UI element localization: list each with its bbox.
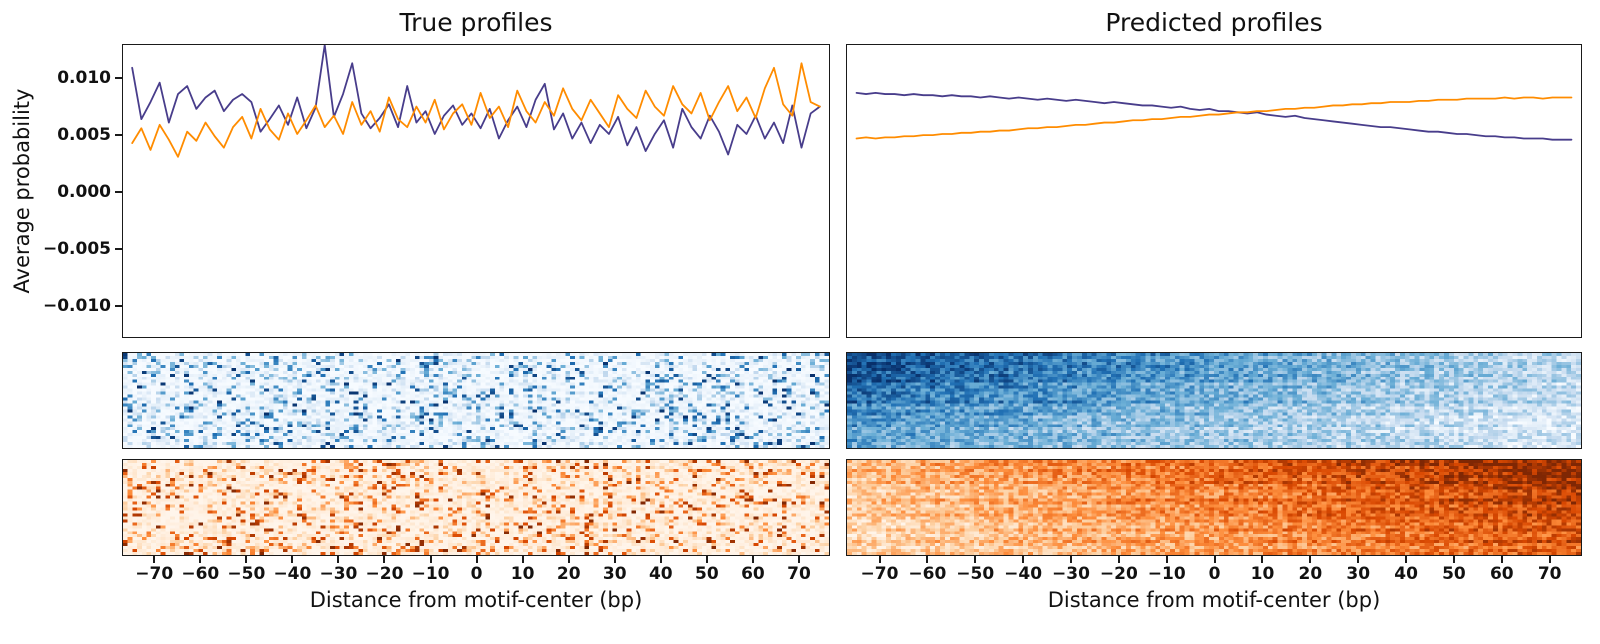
x-tick-mark: [878, 556, 881, 563]
x-tick-label: −10: [1147, 564, 1186, 584]
x-tick-mark: [659, 556, 662, 563]
x-tick-label: 40: [648, 564, 673, 584]
x-tick-mark: [475, 556, 478, 563]
true-orange-heatmap-canvas: [122, 459, 830, 556]
x-tick-label: 60: [741, 564, 765, 584]
x-tick-label: −40: [1004, 564, 1043, 584]
x-tick-mark: [429, 556, 432, 563]
x-tick-mark: [1452, 556, 1455, 563]
x-tick-label: −30: [319, 564, 358, 584]
x-tick-label: 20: [1298, 564, 1323, 584]
x-tick-label: −70: [135, 564, 174, 584]
x-tick-label: 70: [787, 564, 811, 584]
x-tick-label: 50: [695, 564, 719, 584]
x-tick-mark: [1069, 556, 1072, 563]
x-tick-label: −60: [181, 564, 220, 584]
x-tick-mark: [1117, 556, 1120, 563]
x-tick-label: 10: [1250, 564, 1275, 584]
x-tick-label: 30: [602, 564, 627, 584]
x-axis-label: Distance from motif-center (bp): [309, 588, 643, 612]
x-tick-mark: [1309, 556, 1312, 563]
x-tick-mark: [1405, 556, 1408, 563]
x-tick-mark: [199, 556, 202, 563]
x-tick-label: 70: [1537, 564, 1562, 584]
x-tick-label: −10: [411, 564, 450, 584]
y-tick-label: −0.010: [42, 295, 111, 316]
line-plot-canvas: [122, 44, 830, 338]
x-tick-label: 0: [470, 564, 483, 584]
y-tick-mark: [115, 247, 122, 250]
true-blue-heatmap-canvas: [122, 352, 830, 449]
x-tick-mark: [245, 556, 248, 563]
x-tick-label: 60: [1489, 564, 1514, 584]
x-tick-mark: [1261, 556, 1264, 563]
panel-title: Predicted profiles: [1105, 8, 1323, 37]
x-tick-label: 20: [556, 564, 581, 584]
y-tick-label: −0.005: [42, 238, 111, 259]
x-tick-label: −40: [273, 564, 312, 584]
y-tick-mark: [115, 76, 122, 79]
x-tick-mark: [1357, 556, 1360, 563]
x-tick-label: −30: [1052, 564, 1090, 584]
predicted-orange-heatmap-canvas: [846, 459, 1582, 556]
x-tick-label: 10: [510, 564, 535, 584]
y-tick-label: 0.010: [57, 67, 111, 88]
x-tick-label: 0: [1208, 564, 1221, 584]
predicted-profiles-panel: Predicted profiles Distance from motif-c…: [846, 0, 1582, 644]
x-tick-label: −50: [227, 564, 266, 584]
y-tick-label: 0.000: [57, 181, 111, 202]
x-tick-mark: [521, 556, 524, 563]
x-tick-mark: [797, 556, 800, 563]
x-tick-mark: [383, 556, 386, 563]
y-tick-label: 0.005: [57, 124, 111, 145]
x-tick-mark: [291, 556, 294, 563]
x-tick-mark: [926, 556, 929, 563]
panel-title: True profiles: [399, 8, 553, 37]
x-tick-label: −70: [860, 564, 899, 584]
x-tick-mark: [1022, 556, 1025, 563]
x-tick-label: −20: [1099, 564, 1138, 584]
x-tick-label: 40: [1394, 564, 1418, 584]
x-axis-label: Distance from motif-center (bp): [1047, 588, 1381, 612]
y-tick-mark: [115, 133, 122, 136]
x-tick-mark: [567, 556, 570, 563]
y-tick-mark: [115, 190, 122, 193]
x-tick-mark: [1213, 556, 1216, 563]
predicted-blue-heatmap-canvas: [846, 352, 1582, 449]
x-tick-label: −50: [956, 564, 995, 584]
x-tick-mark: [1500, 556, 1503, 563]
y-tick-mark: [115, 304, 122, 307]
line-plot-canvas: [846, 44, 1582, 338]
true-profiles-panel: True profiles Distance from motif-center…: [122, 0, 830, 644]
x-tick-label: −20: [365, 564, 404, 584]
x-tick-mark: [1165, 556, 1168, 563]
x-tick-mark: [751, 556, 754, 563]
x-tick-mark: [705, 556, 708, 563]
x-tick-mark: [613, 556, 616, 563]
x-tick-label: 50: [1442, 564, 1466, 584]
x-tick-mark: [1548, 556, 1551, 563]
x-tick-label: 30: [1346, 564, 1371, 584]
x-tick-mark: [974, 556, 977, 563]
x-tick-mark: [153, 556, 156, 563]
x-tick-label: −60: [908, 564, 947, 584]
x-tick-mark: [337, 556, 340, 563]
